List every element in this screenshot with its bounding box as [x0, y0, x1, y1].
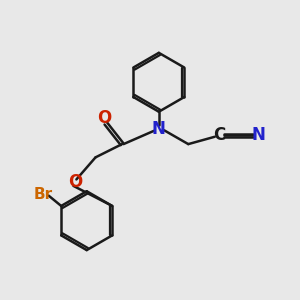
Text: N: N	[152, 120, 166, 138]
Text: O: O	[97, 109, 112, 127]
Text: N: N	[251, 126, 265, 144]
Text: Br: Br	[34, 187, 53, 202]
Text: C: C	[213, 126, 225, 144]
Text: O: O	[68, 173, 82, 191]
